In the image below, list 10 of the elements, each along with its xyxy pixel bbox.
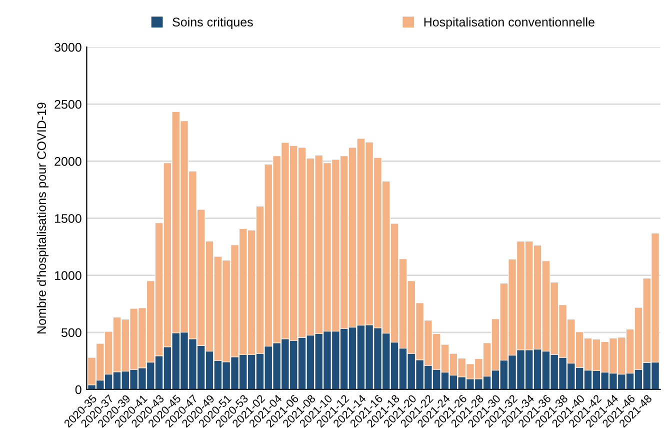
y-tick-label: 3000 [54,42,82,52]
y-tick-label: 2500 [54,100,82,109]
legend-label: Hospitalisation conventionnelle [424,17,594,29]
y-tick-label: 2000 [54,157,82,166]
y-tick-label: 1500 [54,214,82,223]
y-tick-label: 0 [75,385,82,394]
legend-label: Soins critiques [172,17,253,29]
y-axis-title: Nombre d'hospitalisations pour COVID-19 [36,102,48,334]
y-tick-label: 500 [61,328,82,338]
y-tick-label: 1000 [54,271,82,280]
